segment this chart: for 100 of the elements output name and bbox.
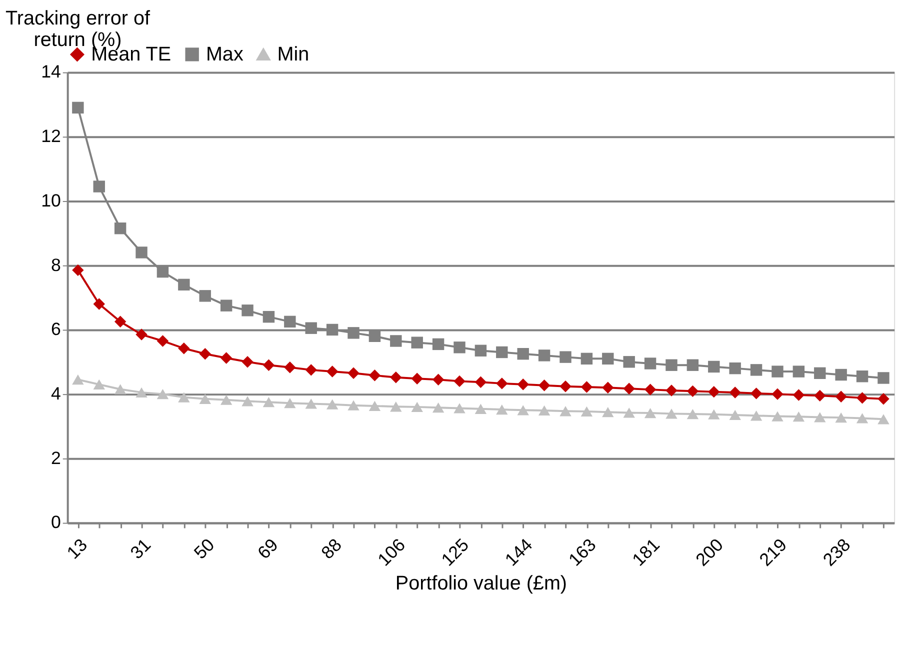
- point: [326, 399, 338, 410]
- point: [496, 404, 508, 415]
- point: [729, 386, 741, 398]
- point: [284, 398, 296, 408]
- x-tick-label: 88: [317, 534, 346, 563]
- point: [93, 180, 105, 192]
- legend-label: Min: [277, 43, 310, 66]
- point: [114, 316, 126, 328]
- point: [496, 378, 508, 390]
- point: [93, 379, 105, 390]
- point: [199, 348, 211, 360]
- point: [686, 408, 699, 420]
- point: [93, 298, 105, 310]
- point: [772, 366, 784, 378]
- point: [220, 352, 232, 364]
- point: [326, 324, 338, 336]
- point: [156, 388, 169, 400]
- point: [560, 380, 572, 392]
- point: [623, 382, 635, 394]
- point: [432, 338, 444, 350]
- point: [368, 330, 381, 342]
- point: [835, 390, 847, 402]
- point: [348, 400, 360, 410]
- point: [856, 413, 868, 424]
- point: [814, 390, 826, 402]
- point: [178, 278, 190, 291]
- point: [729, 410, 741, 420]
- point: [644, 408, 656, 418]
- point: [602, 352, 614, 365]
- point: [390, 402, 402, 412]
- point: [305, 364, 317, 376]
- point: [538, 405, 550, 416]
- point: [686, 359, 699, 371]
- x-tick-label: 69: [254, 534, 282, 563]
- point: [602, 382, 614, 394]
- point: [517, 405, 529, 416]
- point: [517, 378, 529, 390]
- point: [390, 371, 402, 384]
- point: [878, 393, 890, 405]
- point: [814, 412, 826, 422]
- point: [474, 376, 487, 388]
- point: [708, 386, 720, 398]
- legend-label: Max: [206, 43, 244, 66]
- point: [199, 394, 211, 404]
- point: [411, 402, 423, 412]
- x-tick-label: 238: [819, 534, 854, 570]
- point: [390, 335, 402, 347]
- y-tick-label: 14: [41, 62, 61, 82]
- point: [156, 266, 169, 278]
- point: [262, 397, 275, 408]
- point: [242, 356, 254, 368]
- y-tick-label: 8: [50, 254, 61, 275]
- point: [454, 375, 466, 388]
- x-tick-label: 50: [190, 534, 218, 563]
- point: [560, 351, 572, 363]
- x-tick-label: 125: [437, 534, 473, 570]
- point: [178, 392, 190, 402]
- point: [517, 348, 529, 360]
- y-tick-label: 0: [50, 512, 61, 532]
- point: [772, 388, 784, 400]
- point: [262, 310, 275, 323]
- point: [72, 374, 84, 385]
- point: [178, 342, 190, 354]
- x-tick-label: 163: [564, 534, 600, 570]
- point: [560, 406, 572, 416]
- x-tick-label: 31: [126, 534, 155, 563]
- point: [454, 342, 466, 354]
- point: [644, 384, 656, 396]
- point: [856, 392, 868, 404]
- point: [835, 412, 847, 423]
- point: [750, 364, 762, 376]
- point: [666, 408, 678, 419]
- point: [284, 362, 296, 374]
- point: [411, 372, 423, 384]
- point: [538, 350, 550, 362]
- x-tick-label: 181: [628, 534, 664, 570]
- point: [284, 316, 296, 328]
- point: [305, 398, 317, 409]
- point: [708, 409, 720, 420]
- point: [368, 370, 381, 382]
- point: [136, 246, 148, 258]
- point: [878, 372, 890, 384]
- point: [772, 411, 784, 422]
- point: [326, 366, 338, 378]
- point: [708, 360, 720, 373]
- point: [474, 404, 487, 414]
- point: [602, 407, 614, 418]
- point: [220, 300, 232, 312]
- point: [156, 335, 169, 347]
- point: [856, 370, 868, 382]
- point: [136, 387, 148, 398]
- point: [686, 385, 699, 398]
- point: [305, 322, 317, 334]
- point: [114, 384, 126, 394]
- point: [623, 356, 635, 368]
- point: [750, 388, 762, 400]
- point: [496, 346, 508, 358]
- y-tick-label: 10: [41, 190, 61, 210]
- x-tick-label: 219: [755, 534, 791, 570]
- point: [348, 367, 360, 380]
